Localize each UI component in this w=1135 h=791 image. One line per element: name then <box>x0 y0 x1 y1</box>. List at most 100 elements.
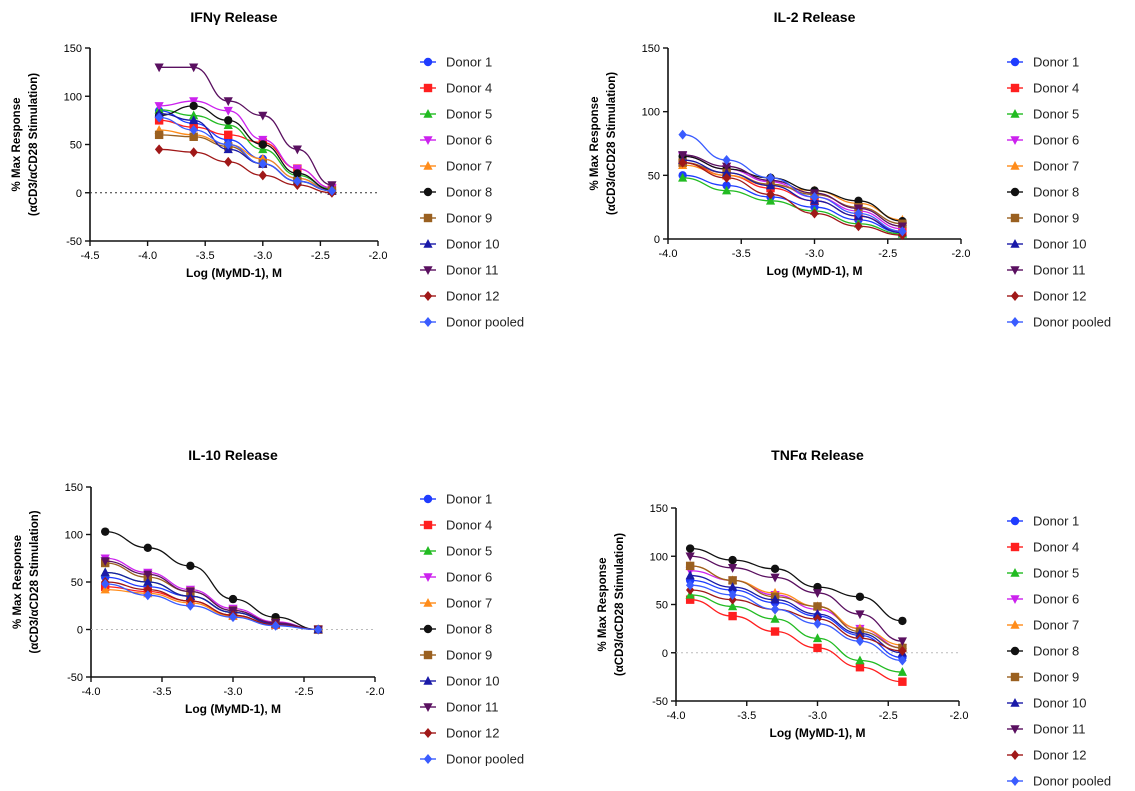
legend-item: Donor 9 <box>1007 211 1079 226</box>
legend-marker <box>423 109 433 118</box>
legend-marker <box>423 520 433 530</box>
legend-label: Donor 7 <box>446 159 492 174</box>
y-axis-label: (αCD3/αCD28 Stimulation) <box>29 510 41 653</box>
data-point <box>898 226 907 237</box>
data-point <box>855 636 865 647</box>
data-point <box>898 645 907 656</box>
y-tick-label: 150 <box>642 43 660 55</box>
y-axis-label: % Max Response <box>12 535 24 629</box>
data-point <box>154 112 164 123</box>
data-point <box>728 564 738 573</box>
legend-label: Donor 11 <box>446 700 499 715</box>
data-point <box>728 589 737 600</box>
legend-label: Donor 12 <box>1033 289 1086 304</box>
legend-label: Donor 9 <box>446 648 492 663</box>
x-tick-label: -2.0 <box>950 710 969 722</box>
data-point <box>812 633 823 643</box>
legend-marker <box>1010 109 1020 118</box>
legend-label: Donor 4 <box>1033 81 1079 96</box>
legend-item: Donor 4 <box>1007 81 1079 96</box>
y-tick-label: -50 <box>66 236 82 248</box>
data-point <box>189 115 199 125</box>
legend-label: Donor 6 <box>1033 133 1079 148</box>
y-tick-label: 0 <box>654 234 660 246</box>
legend-marker <box>1010 516 1020 526</box>
legend-item: Donor 5 <box>1007 107 1079 122</box>
legend-label: Donor 8 <box>446 185 492 200</box>
chart-title: IFNγ Release <box>190 9 277 25</box>
data-point <box>766 172 775 183</box>
y-tick-label: 50 <box>648 170 660 182</box>
legend-item: Donor 8 <box>420 185 492 200</box>
data-point <box>189 63 199 73</box>
legend-marker <box>423 83 433 93</box>
series-donor-pooled <box>101 578 323 635</box>
series-line <box>690 579 903 659</box>
legend-label: Donor 10 <box>1033 696 1086 711</box>
x-tick-label: -2.0 <box>952 248 971 260</box>
data-point <box>154 102 164 111</box>
data-point <box>228 594 238 604</box>
legend-marker <box>1010 187 1020 197</box>
legend-marker <box>423 213 433 223</box>
y-tick-label: 50 <box>656 600 668 612</box>
chart-panel-4: TNFα Release -50 0 50 100 150 -4.0 -3.5 -3.0 -2.5… <box>597 447 1111 789</box>
legend-item: Donor 11 <box>1007 263 1086 278</box>
legend-label: Donor pooled <box>446 752 524 767</box>
legend-label: Donor 4 <box>446 81 492 96</box>
legend-label: Donor 1 <box>446 55 492 70</box>
y-axis-label: (αCD3/αCD28 Stimulation) <box>614 533 626 676</box>
chart-panel-3: IL-10 Release -50 0 50 100 150 -4.0 -3.5 -3.0 -2.… <box>12 447 524 767</box>
legend-item: Donor 12 <box>1007 289 1086 304</box>
data-point <box>810 191 819 202</box>
data-point <box>685 544 695 553</box>
data-point <box>189 101 198 111</box>
data-point <box>258 111 268 121</box>
legend-marker <box>423 728 433 738</box>
data-point <box>224 116 233 125</box>
data-point <box>258 158 267 169</box>
y-axis-label: (αCD3/αCD28 Stimulation) <box>28 73 40 216</box>
data-point <box>685 580 695 591</box>
legend-item: Donor 5 <box>420 107 492 122</box>
data-point <box>271 620 280 631</box>
series-donor-8 <box>685 544 907 626</box>
legend-label: Donor pooled <box>1033 774 1111 789</box>
data-point <box>314 624 323 635</box>
series-line <box>690 574 903 654</box>
data-point <box>678 157 687 168</box>
data-point <box>685 561 695 571</box>
x-tick-label: -3.0 <box>805 248 824 260</box>
chart-title: IL-10 Release <box>188 447 278 463</box>
series-line <box>682 159 903 234</box>
legend-label: Donor 11 <box>1033 263 1086 278</box>
data-point <box>100 557 110 567</box>
legend-label: Donor 7 <box>446 596 492 611</box>
legend-marker <box>423 291 433 301</box>
legend-marker <box>1010 672 1020 682</box>
data-point <box>678 151 688 160</box>
series-line <box>105 557 319 631</box>
legend-label: Donor 1 <box>446 492 492 507</box>
data-point <box>154 63 164 73</box>
legend-label: Donor 7 <box>1033 159 1079 174</box>
data-point <box>813 602 822 611</box>
data-point <box>855 663 865 672</box>
series-line <box>682 174 903 234</box>
x-axis-label: Log (MyMD-1), M <box>186 266 282 280</box>
legend-marker <box>1010 750 1020 760</box>
legend-label: Donor 9 <box>1033 211 1079 226</box>
legend-item: Donor 10 <box>1007 696 1086 711</box>
x-tick-label: -2.5 <box>311 250 330 262</box>
data-point <box>143 543 152 552</box>
x-tick-label: -4.0 <box>659 248 678 260</box>
data-point <box>898 616 907 626</box>
legend-marker <box>1010 542 1020 552</box>
data-point <box>678 129 687 140</box>
legend-marker <box>1010 620 1020 629</box>
legend-label: Donor 10 <box>446 674 499 689</box>
data-point <box>770 613 780 623</box>
legend-label: Donor 4 <box>1033 540 1079 555</box>
y-tick-label: 0 <box>77 625 83 637</box>
data-point <box>189 132 198 141</box>
